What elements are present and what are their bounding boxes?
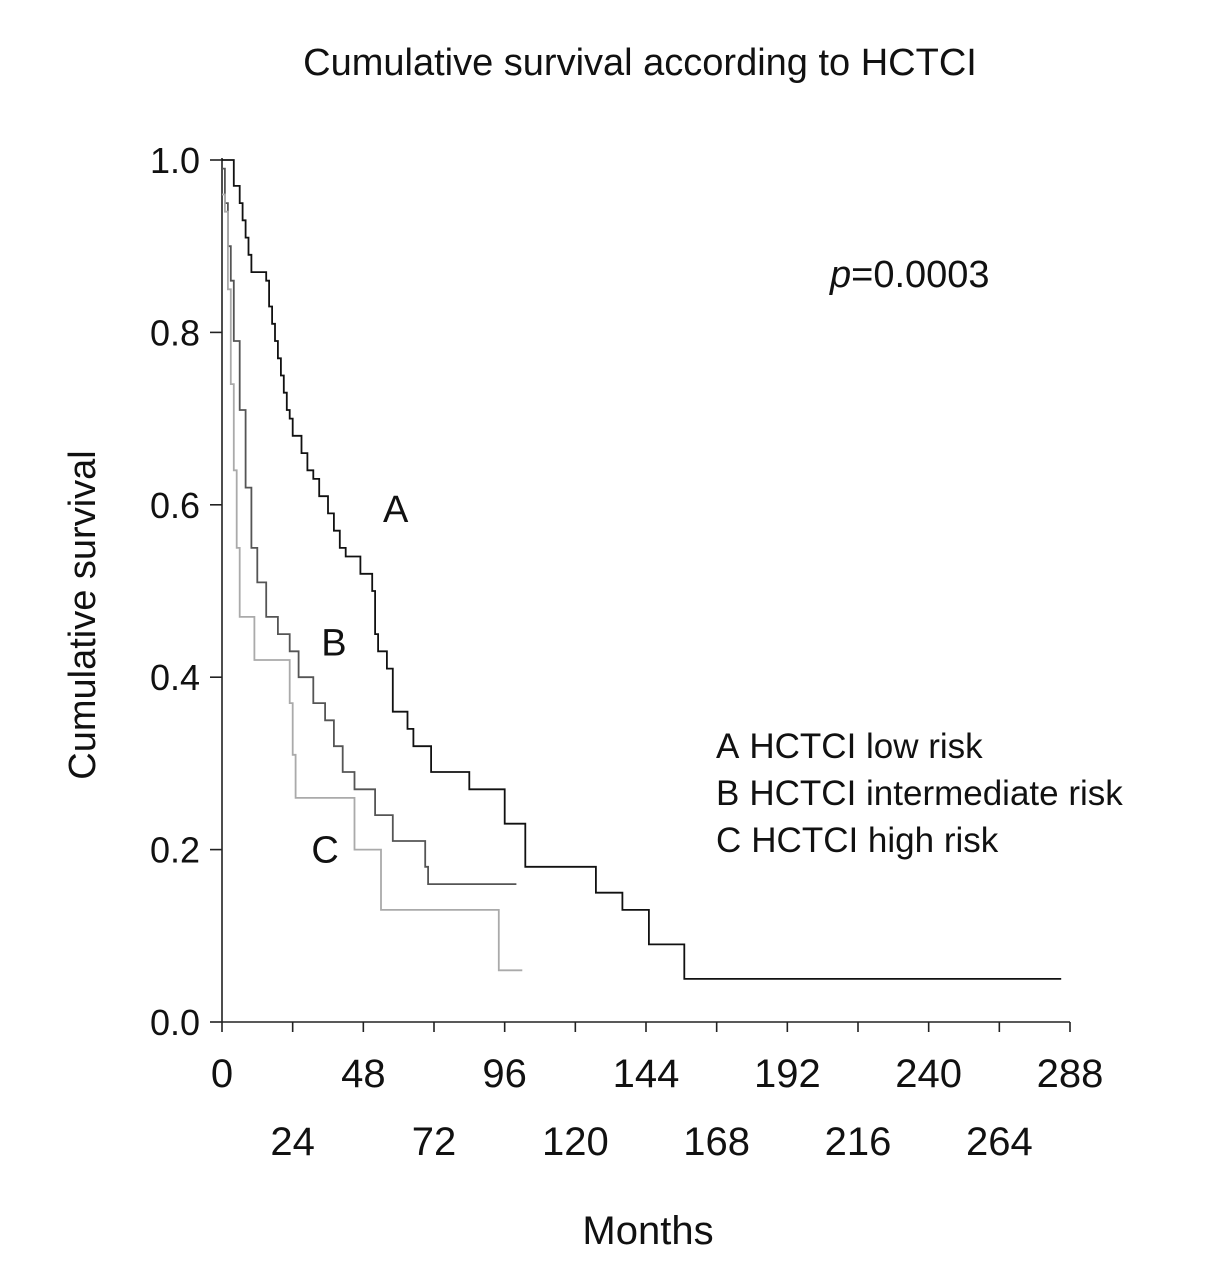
x-tick-label-lower: 120 (542, 1120, 609, 1164)
axes: 0.0 0.2 0.4 0.6 0.8 1.0 0 48 96 144 192 240 288 24 72 1… (150, 140, 1103, 1164)
legend-entry-c: C HCTCI high risk (716, 821, 999, 860)
y-tick-label: 0.8 (150, 312, 200, 353)
x-tick-label-upper: 192 (754, 1052, 821, 1096)
curve-label-b: B (321, 623, 346, 665)
x-tick-label-lower: 264 (966, 1120, 1033, 1164)
x-tick-label-upper: 288 (1037, 1052, 1104, 1096)
survival-curve-a (222, 159, 1062, 980)
y-tick-label: 0.4 (150, 657, 200, 698)
x-tick-label-lower: 72 (412, 1120, 457, 1164)
y-tick-label: 1.0 (150, 140, 200, 181)
chart-title: Cumulative survival according to HCTCI (303, 42, 977, 84)
curve-label-c: C (311, 830, 338, 872)
legend-text: HCTCI intermediate risk (749, 774, 1123, 813)
legend-key: B (716, 774, 739, 813)
x-tick-label-upper: 144 (613, 1052, 680, 1096)
p-value-annotation: p=0.0003 (829, 254, 990, 296)
x-axis-label: Months (582, 1209, 713, 1253)
series-layer: ABC (222, 159, 1062, 980)
legend-key: C (716, 821, 741, 860)
legend-text: HCTCI high risk (751, 821, 998, 860)
curve-label-a: A (383, 489, 409, 531)
x-tick-label-upper: 48 (341, 1052, 386, 1096)
x-tick-label-upper: 240 (895, 1052, 962, 1096)
x-tick-label-lower: 24 (270, 1120, 315, 1164)
legend-entry-b: B HCTCI intermediate risk (716, 774, 1123, 813)
p-value-prefix: p (829, 254, 851, 296)
legend-entry-a: A HCTCI low risk (716, 727, 983, 766)
x-tick-label-lower: 216 (825, 1120, 892, 1164)
y-axis-label: Cumulative survival (62, 450, 104, 779)
y-tick-label: 0.0 (150, 1002, 200, 1043)
survival-curve-b (222, 167, 517, 885)
y-tick-label: 0.6 (150, 485, 200, 526)
legend-text: HCTCI low risk (749, 727, 983, 766)
x-tick-label-lower: 168 (683, 1120, 750, 1164)
x-tick-label-upper: 96 (482, 1052, 527, 1096)
y-tick-label: 0.2 (150, 830, 200, 871)
legend-key: A (716, 727, 740, 766)
p-value-text: =0.0003 (851, 254, 989, 296)
survival-curve-c (222, 193, 523, 972)
x-tick-label-upper: 0 (211, 1052, 233, 1096)
